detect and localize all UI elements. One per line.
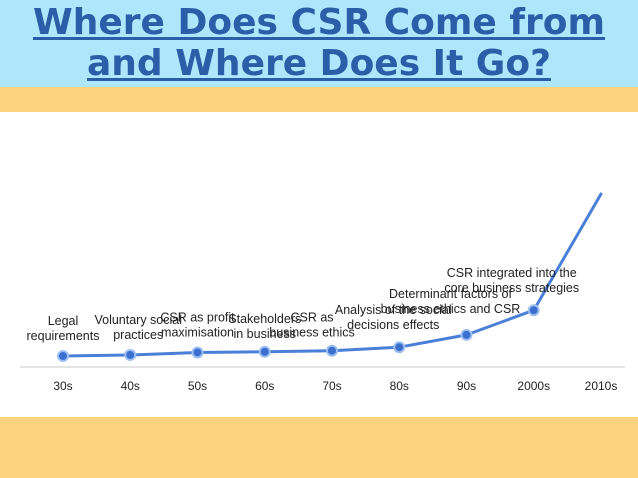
annotation-label: Stakeholders	[228, 312, 301, 326]
annotation-label: Legal	[48, 314, 79, 328]
annotation-label: CSR integrated into the	[447, 266, 577, 280]
accent-strip-top	[0, 87, 638, 112]
annotation-label: business ethics and CSR	[381, 302, 521, 316]
chart-area: 30s 40s 50s 60s 70s 80s 90s 2000s 2010s Legal req…	[0, 112, 638, 417]
data-point	[326, 344, 338, 357]
series-line-segment	[128, 350, 199, 357]
data-point	[57, 350, 69, 362]
x-tick-label: 90s	[457, 379, 476, 393]
x-tick-label: 60s	[255, 379, 274, 393]
x-tick-label: 70s	[322, 379, 341, 393]
series-lines	[61, 192, 603, 358]
annotation-label: maximisation	[161, 325, 234, 339]
slide-title: Where Does CSR Come from and Where Does …	[0, 2, 638, 84]
annotation-label: requirements	[27, 329, 100, 343]
annotation-label: CSR as profit	[160, 310, 235, 324]
annotation-label: Determinant factors of	[389, 287, 512, 301]
series-line-segment	[196, 350, 267, 354]
series-line-segment	[263, 349, 334, 354]
annotation-label: decisions effects	[347, 318, 439, 332]
x-tick-label: 30s	[53, 379, 72, 393]
slide-title-line-2: and Where Does It Go?	[87, 43, 551, 84]
title-band	[0, 0, 638, 87]
series-line-segment	[61, 353, 132, 358]
annotation-label: practices	[113, 328, 163, 342]
series-markers	[57, 304, 540, 362]
accent-band-bottom	[0, 417, 638, 478]
x-tick-label: 80s	[390, 379, 409, 393]
annotation-label: in business	[233, 327, 296, 341]
series-line-segment	[397, 333, 468, 349]
x-tick-label: 40s	[121, 379, 140, 393]
series-line-segment	[465, 308, 536, 337]
data-point	[124, 348, 137, 361]
series-line-segment	[532, 192, 603, 312]
annotation-label: core business strategies	[444, 281, 579, 295]
data-point	[460, 328, 473, 341]
annotation-label: Voluntary social	[94, 313, 182, 327]
x-tick-label: 2010s	[585, 379, 618, 393]
series-line-segment	[330, 345, 401, 353]
data-point	[393, 341, 406, 354]
data-point	[258, 345, 271, 358]
x-tick-labels: 30s 40s 50s 60s 70s 80s 90s 2000s 2010s	[53, 379, 617, 393]
slide-title-line-1: Where Does CSR Come from	[33, 2, 605, 43]
annotation-label: business ethics	[269, 326, 354, 340]
data-point	[191, 346, 204, 359]
csr-evolution-chart: 30s 40s 50s 60s 70s 80s 90s 2000s 2010s Legalreq…	[20, 192, 625, 393]
annotation-label: Analysis of the social	[335, 303, 452, 317]
annotation-label: CSR as	[290, 311, 333, 325]
data-point	[527, 304, 540, 317]
x-tick-label: 50s	[188, 379, 207, 393]
x-tick-label: 2000s	[517, 379, 550, 393]
